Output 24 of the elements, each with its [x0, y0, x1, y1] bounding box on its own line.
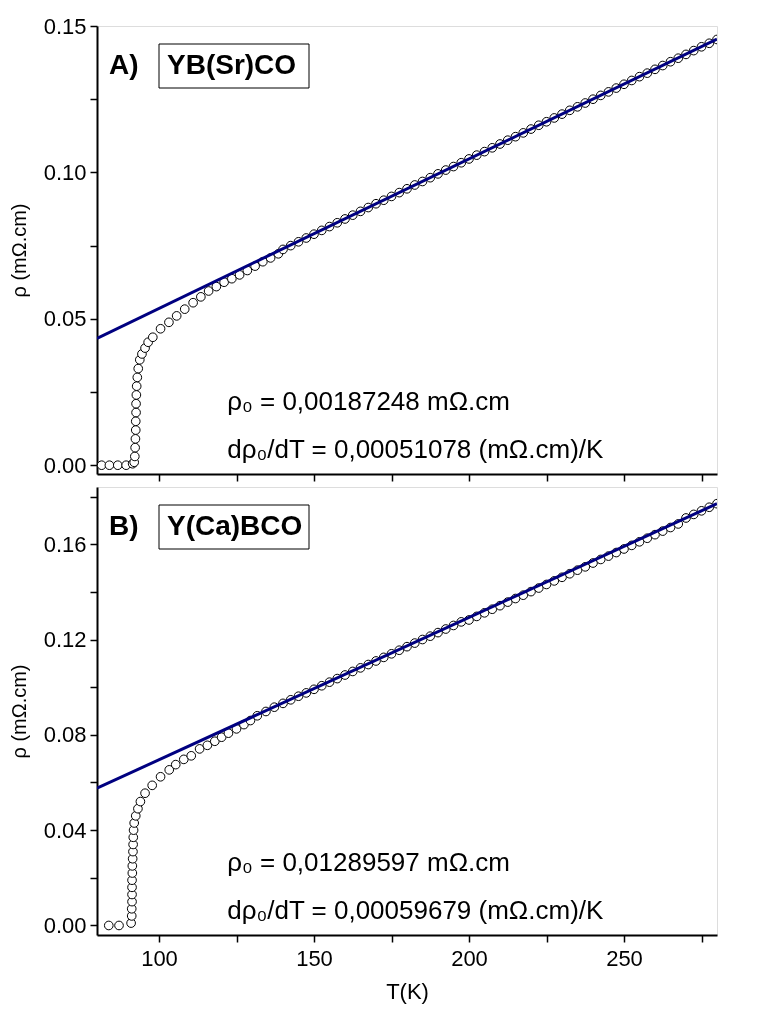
- annotation: A): [109, 49, 139, 80]
- annotation: ρ₀ = 0,01289597 mΩ.cm: [227, 847, 510, 877]
- y-axis-title: ρ (mΩ.cm): [7, 203, 30, 298]
- y-tick-label: 0.12: [43, 627, 87, 653]
- annotation: ρ₀ = 0,00187248 mΩ.cm: [227, 386, 510, 416]
- x-axis-title: T(K): [386, 978, 429, 1004]
- y-tick-label: 0.05: [43, 306, 87, 332]
- annotation: dρ₀/dT = 0,00051078 (mΩ.cm)/K: [227, 434, 605, 464]
- y-tick-label: 0.04: [43, 817, 87, 843]
- y-tick-label: 0.16: [43, 531, 87, 557]
- x-tick-label: 250: [606, 945, 643, 971]
- y-tick-label: 0.15: [43, 13, 87, 39]
- y-tick-label: 0.00: [43, 912, 87, 938]
- y-tick-label: 0.00: [43, 452, 87, 478]
- x-tick-label: 150: [296, 945, 333, 971]
- annotation: dρ₀/dT = 0,00059679 (mΩ.cm)/K: [227, 895, 605, 925]
- y-tick-label: 0.10: [43, 159, 87, 185]
- annotation: Y(Ca)BCO: [167, 510, 303, 541]
- annotation: YB(Sr)CO: [167, 49, 297, 80]
- annotation: B): [109, 510, 139, 541]
- x-tick-label: 100: [141, 945, 178, 971]
- y-tick-label: 0.08: [43, 722, 87, 748]
- x-tick-label: 200: [451, 945, 488, 971]
- y-axis-title: ρ (mΩ.cm): [7, 664, 30, 759]
